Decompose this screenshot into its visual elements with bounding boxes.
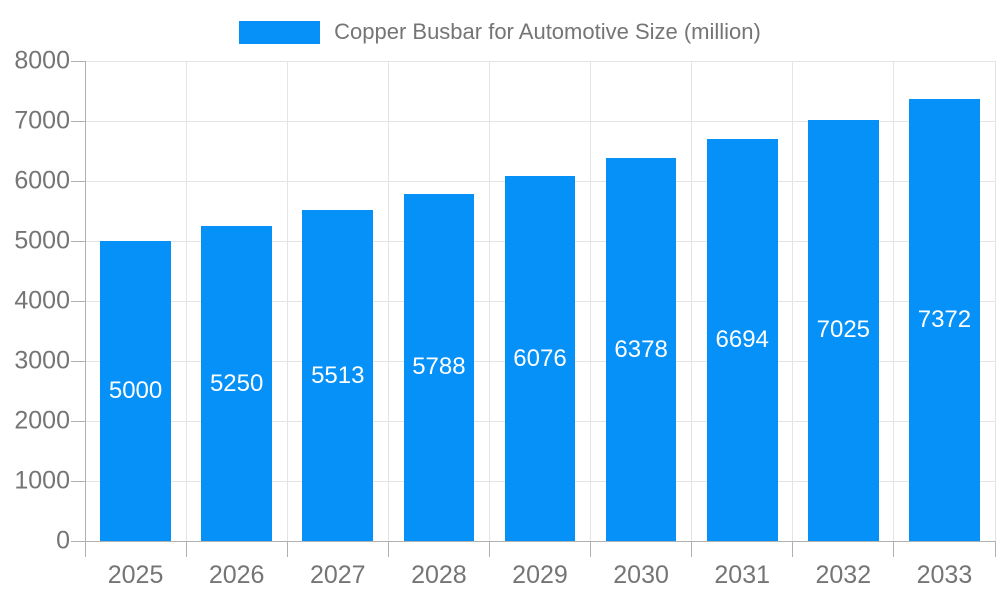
gridline-vertical <box>286 61 288 541</box>
x-axis-tick <box>488 541 490 557</box>
gridline-vertical <box>691 61 693 541</box>
bar-value-label: 5513 <box>311 361 365 389</box>
x-axis-tick <box>387 541 389 557</box>
bar-value-label: 7372 <box>917 305 972 333</box>
bar-value-label: 5250 <box>209 369 264 397</box>
x-axis-tick-label: 2028 <box>411 561 467 589</box>
y-axis-tick <box>71 60 85 62</box>
x-axis-tick-label: 2027 <box>309 561 366 589</box>
y-axis-tick-label: 4000 <box>14 286 70 315</box>
bar-2032[interactable] <box>807 119 879 541</box>
gridline-vertical <box>792 61 794 541</box>
gridline-vertical <box>994 61 996 541</box>
bar-2031[interactable] <box>706 139 778 541</box>
y-axis-tick <box>71 240 85 242</box>
y-axis-tick <box>71 180 85 182</box>
gridline-vertical <box>387 61 389 541</box>
x-axis-tick-label: 2030 <box>613 561 669 589</box>
bar-2030[interactable] <box>605 158 677 541</box>
bar-value-label: 5788 <box>412 353 466 381</box>
y-axis-tick-label: 5000 <box>14 226 70 255</box>
gridline-vertical <box>185 61 187 541</box>
y-axis-tick-label: 3000 <box>14 346 70 375</box>
y-axis-tick <box>71 360 85 362</box>
x-axis-tick-label: 2025 <box>107 561 164 589</box>
legend-swatch <box>239 20 321 44</box>
y-axis-tick-label: 6000 <box>14 166 70 195</box>
bar-2027[interactable] <box>302 210 374 541</box>
x-axis-tick-label: 2033 <box>916 561 973 589</box>
gridline-vertical <box>893 61 895 541</box>
x-axis-line <box>85 540 995 542</box>
bar-2025[interactable] <box>100 241 171 541</box>
bar-value-label: 6076 <box>513 344 567 372</box>
gridline-vertical <box>590 61 592 541</box>
y-axis-tick-label: 8000 <box>14 46 70 75</box>
bar-2029[interactable] <box>504 176 576 541</box>
x-axis-tick-label: 2026 <box>208 561 265 589</box>
x-axis-tick-label: 2031 <box>714 561 771 589</box>
bar-value-label: 5000 <box>108 377 163 404</box>
gridline-vertical <box>488 61 490 541</box>
x-axis-tick <box>994 541 996 557</box>
x-axis-tick-label: 2032 <box>815 561 872 589</box>
y-axis-tick-label: 7000 <box>14 106 70 135</box>
x-axis-tick-label: 2029 <box>512 561 568 589</box>
y-axis-line <box>84 61 86 557</box>
bar-value-label: 6694 <box>715 326 769 354</box>
y-axis-tick-label: 2000 <box>14 406 70 435</box>
gridline-horizontal <box>85 60 995 62</box>
x-axis-tick <box>893 541 895 557</box>
gridline-horizontal <box>85 120 995 122</box>
x-axis-tick <box>286 541 288 557</box>
y-axis-tick <box>71 300 85 302</box>
x-axis-tick <box>185 541 187 557</box>
bar-value-label: 7025 <box>816 316 871 344</box>
x-axis-tick <box>691 541 693 557</box>
legend-series-label: Copper Busbar for Automotive Size (milli… <box>334 19 761 44</box>
y-axis-tick-label: 0 <box>56 526 70 555</box>
y-axis-tick <box>71 540 85 542</box>
legend[interactable]: Copper Busbar for Automotive Size (milli… <box>0 19 1000 45</box>
y-axis-tick <box>71 120 85 122</box>
bar-2033[interactable] <box>909 98 980 541</box>
y-axis-tick-label: 1000 <box>14 466 70 495</box>
x-axis-tick <box>590 541 592 557</box>
y-axis-tick <box>71 480 85 482</box>
x-axis-tick <box>792 541 794 557</box>
bar-value-label: 6378 <box>614 335 668 363</box>
bar-2026[interactable] <box>201 226 273 541</box>
y-axis-tick <box>71 420 85 422</box>
bar-2028[interactable] <box>403 193 475 541</box>
